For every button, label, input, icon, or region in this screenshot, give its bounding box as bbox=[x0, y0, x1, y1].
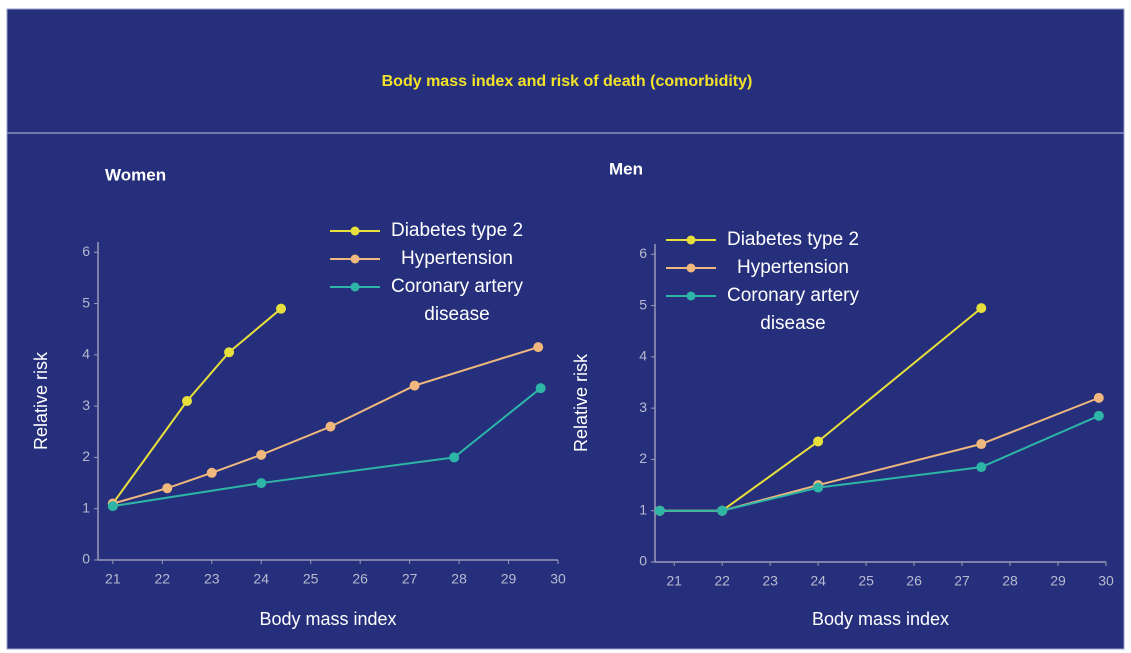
series-line bbox=[112, 387, 542, 508]
data-point bbox=[813, 482, 824, 493]
legend-label: Hypertension bbox=[401, 248, 513, 269]
x-axis-label: Body mass index bbox=[812, 609, 949, 629]
x-tick-label: 24 bbox=[810, 573, 826, 589]
x-tick-label: 28 bbox=[451, 571, 467, 587]
legend-label: Coronary artery disease bbox=[727, 285, 859, 334]
data-point bbox=[976, 462, 987, 473]
legend-label: Diabetes type 2 bbox=[390, 220, 524, 241]
data-point bbox=[409, 380, 420, 391]
x-tick-label: 21 bbox=[666, 573, 682, 589]
y-tick-label: 5 bbox=[639, 296, 647, 312]
y-tick-label: 5 bbox=[82, 294, 90, 310]
y-tick-label: 6 bbox=[82, 243, 90, 259]
x-tick-label: 25 bbox=[858, 573, 874, 589]
data-point bbox=[976, 439, 987, 450]
data-point bbox=[162, 483, 173, 494]
y-tick-label: 0 bbox=[82, 551, 90, 567]
x-tick-label: 30 bbox=[1098, 573, 1114, 589]
legend-label: Hypertension bbox=[737, 257, 849, 278]
legend-marker bbox=[350, 282, 360, 292]
data-point bbox=[813, 436, 824, 447]
legend-marker bbox=[686, 291, 696, 301]
legend-marker bbox=[350, 226, 360, 236]
chart-title: Men bbox=[609, 159, 643, 178]
x-tick-label: 24 bbox=[253, 571, 269, 587]
x-tick-label: 21 bbox=[105, 571, 121, 587]
x-tick-label: 23 bbox=[204, 571, 220, 587]
x-tick-label: 30 bbox=[550, 571, 566, 587]
data-point bbox=[182, 396, 193, 406]
x-tick-label: 22 bbox=[714, 573, 730, 589]
x-tick-label: 22 bbox=[155, 571, 171, 587]
y-axis-label: Relative risk bbox=[571, 353, 591, 452]
background bbox=[6, 8, 1125, 650]
x-tick-label: 29 bbox=[501, 571, 517, 587]
data-point bbox=[107, 501, 118, 512]
data-point bbox=[533, 342, 544, 353]
y-tick-label: 2 bbox=[639, 450, 647, 466]
data-point bbox=[449, 452, 460, 463]
x-axis-label: Body mass index bbox=[259, 609, 396, 629]
data-point bbox=[1093, 392, 1104, 403]
data-point bbox=[256, 449, 267, 460]
data-point bbox=[976, 303, 987, 314]
data-point bbox=[325, 421, 336, 432]
x-tick-label: 23 bbox=[762, 573, 778, 589]
data-point bbox=[535, 383, 546, 394]
legend-marker bbox=[686, 263, 696, 273]
data-point bbox=[276, 303, 287, 314]
x-tick-label: 26 bbox=[352, 571, 368, 587]
chart-title: Women bbox=[105, 165, 166, 184]
legend-marker bbox=[686, 235, 696, 245]
y-axis-label: Relative risk bbox=[31, 351, 51, 450]
x-tick-label: 28 bbox=[1002, 573, 1018, 589]
y-tick-label: 0 bbox=[639, 553, 647, 569]
y-tick-label: 1 bbox=[82, 499, 90, 515]
x-tick-label: 25 bbox=[303, 571, 319, 587]
data-point bbox=[206, 467, 217, 478]
series-line bbox=[112, 307, 282, 505]
y-tick-label: 4 bbox=[639, 348, 647, 364]
x-tick-label: 26 bbox=[906, 573, 922, 589]
y-tick-label: 3 bbox=[639, 399, 647, 415]
y-tick-label: 2 bbox=[82, 448, 90, 464]
y-tick-label: 6 bbox=[639, 245, 647, 261]
data-point bbox=[224, 347, 235, 358]
y-tick-label: 3 bbox=[82, 397, 90, 413]
main-title: Body mass index and risk of death (comor… bbox=[382, 73, 753, 90]
data-point bbox=[1093, 410, 1104, 421]
x-tick-label: 27 bbox=[402, 571, 418, 587]
y-tick-label: 1 bbox=[639, 501, 647, 517]
y-tick-label: 4 bbox=[82, 346, 90, 362]
legend-label: Coronary artery disease bbox=[391, 276, 523, 325]
data-point bbox=[654, 505, 665, 516]
data-point bbox=[256, 478, 267, 489]
x-tick-label: 29 bbox=[1050, 573, 1066, 589]
legend-label: Diabetes type 2 bbox=[726, 229, 860, 250]
x-tick-label: 27 bbox=[954, 573, 970, 589]
legend-marker bbox=[350, 254, 360, 264]
data-point bbox=[717, 505, 728, 516]
